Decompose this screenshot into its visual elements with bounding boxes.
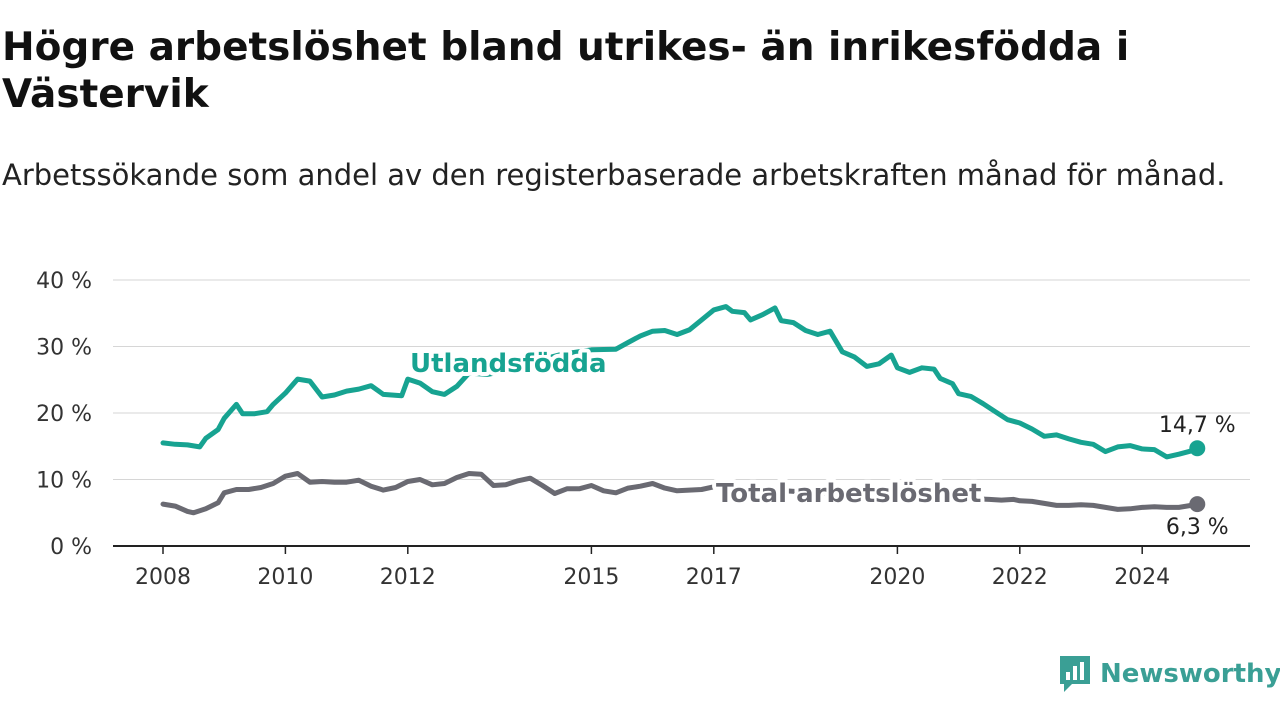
chart-title: Högre arbetslöshet bland utrikes- än inr… (2, 25, 1130, 117)
series-line-utlandsfodda (160, 304, 1200, 460)
series-end-point-total-arbetsloshet (1189, 496, 1206, 513)
line-chart: 0 % 10 % 20 % 30 % 40 % 2008 2010 2012 2015 2017… (36, 269, 1250, 590)
brand-name: Newsworthy (1100, 659, 1280, 689)
x-tick-label: 2017 (686, 565, 742, 590)
y-tick-label: 10 % (36, 469, 92, 494)
y-tick-label: 0 % (50, 535, 92, 560)
y-tick-label: 40 % (36, 269, 92, 294)
chart-subtitle: Arbetssökande som andel av den registerb… (2, 158, 1226, 192)
x-tick-label: 2024 (1114, 565, 1170, 590)
series-label-halo: Utlandsfödda (410, 349, 607, 379)
y-tick-label: 20 % (36, 402, 92, 427)
series-end-value-utlandsfodda: 14,7 % (1159, 413, 1236, 438)
newsworthy-logo-icon (1060, 656, 1090, 692)
x-tick-label: 2012 (380, 565, 436, 590)
grid-lines (113, 279, 1250, 480)
series-end-value-total-arbetsloshet: 6,3 % (1166, 515, 1229, 540)
x-tick-label: 2010 (257, 565, 313, 590)
series-lines (160, 304, 1206, 516)
series-label-total-arbetsloshet: Total arbetslöshet (716, 479, 981, 509)
x-tick-label: 2022 (992, 565, 1048, 590)
series-end-point-utlandsfodda (1189, 440, 1206, 457)
series-label-utlandsfodda: Utlandsfödda (410, 349, 607, 379)
series-line-total-arbetsloshet (160, 471, 1200, 516)
x-tick-label: 2020 (869, 565, 925, 590)
series-label-halo: Total arbetslöshet (716, 479, 981, 509)
x-axis: 2008 2010 2012 2015 2017 2020 2022 2024 (113, 545, 1250, 590)
brand-logo: Newsworthy (1058, 654, 1280, 694)
y-axis-tick-labels: 0 % 10 % 20 % 30 % 40 % (36, 269, 92, 560)
y-tick-label: 30 % (36, 336, 92, 361)
x-tick-label: 2015 (563, 565, 619, 590)
x-tick-label: 2008 (135, 565, 191, 590)
